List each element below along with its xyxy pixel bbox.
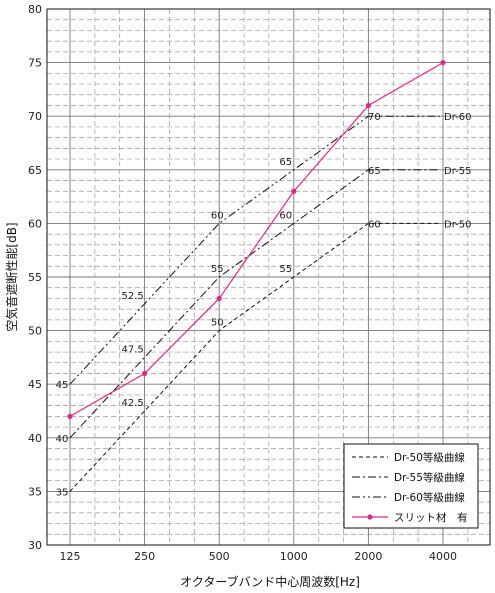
data-point-measured xyxy=(365,102,371,109)
x-tick-label: 250 xyxy=(134,550,155,563)
x-tick-label: 4000 xyxy=(429,550,457,563)
y-tick-label: 60 xyxy=(28,217,42,230)
curve-point-label: 52.5 xyxy=(121,291,143,302)
measured-series xyxy=(67,60,446,419)
curve-point-label: 50 xyxy=(211,318,224,329)
x-tick-label: 500 xyxy=(209,550,230,563)
y-tick-label: 80 xyxy=(28,3,42,16)
x-tick-label: 125 xyxy=(60,550,81,563)
curve-point-label: 55 xyxy=(211,264,224,275)
y-tick-label: 40 xyxy=(28,432,42,445)
reference-curve xyxy=(69,222,440,492)
reference-curve xyxy=(69,169,440,439)
curve-point-label: 60 xyxy=(368,219,381,230)
y-tick-label: 45 xyxy=(28,378,42,391)
curve-point-label: 60 xyxy=(211,210,224,221)
point-labels: 35 42.5 50 55 60 Dr-50 40 47.5 55 60 65 Dr-55 45 52.5… xyxy=(56,112,472,498)
x-tick-label: 2000 xyxy=(354,550,382,563)
x-axis-title: オクターブバンド中心周波数[Hz] xyxy=(180,574,360,589)
tick-labels: 30 35 40 45 50 55 60 65 70 75 80 125 250 500 1000 2000 4… xyxy=(28,3,457,563)
y-tick-label: 35 xyxy=(28,485,42,498)
data-point-measured xyxy=(291,188,297,194)
data-point-measured xyxy=(67,413,73,419)
y-tick-label: 55 xyxy=(28,271,42,284)
legend-marker xyxy=(367,514,373,520)
curve-point-label: 45 xyxy=(56,380,69,391)
legend-box xyxy=(343,443,479,529)
grid xyxy=(47,9,490,545)
y-tick-label: 65 xyxy=(28,164,42,177)
curve-end-label: Dr-55 xyxy=(444,166,472,177)
legend-label: Dr-50等級曲線 xyxy=(394,451,465,464)
reference-curves xyxy=(69,115,440,492)
data-point-measured xyxy=(440,60,446,66)
curve-point-label: 47.5 xyxy=(121,344,143,355)
y-tick-label: 70 xyxy=(28,110,42,123)
curve-end-label: Dr-60 xyxy=(444,112,472,123)
y-tick-label: 50 xyxy=(28,325,42,338)
curve-point-label: 35 xyxy=(56,487,69,498)
curve-point-label: 65 xyxy=(279,157,292,168)
legend-label: スリット材 有 xyxy=(394,511,468,524)
curve-point-label: 70 xyxy=(368,112,381,123)
curve-point-label: 42.5 xyxy=(121,398,143,409)
data-point-measured xyxy=(142,370,148,377)
x-tick-label: 1000 xyxy=(280,550,308,563)
curve-end-label: Dr-50 xyxy=(444,219,472,230)
reference-curve xyxy=(69,115,440,385)
curve-point-label: 65 xyxy=(368,166,381,177)
legend-label: Dr-55等級曲線 xyxy=(394,471,465,484)
legend-label: Dr-60等級曲線 xyxy=(394,491,465,504)
y-tick-label: 75 xyxy=(28,57,42,70)
y-axis-title: 空気音遮断性能[dB] xyxy=(4,222,19,331)
curve-point-label: 40 xyxy=(56,434,69,445)
data-point-measured xyxy=(216,295,222,302)
curve-point-label: 55 xyxy=(279,264,292,275)
series-line-measured xyxy=(69,62,444,417)
plot-frame xyxy=(46,8,491,546)
y-tick-label: 30 xyxy=(28,539,42,552)
curve-point-label: 60 xyxy=(279,210,292,221)
